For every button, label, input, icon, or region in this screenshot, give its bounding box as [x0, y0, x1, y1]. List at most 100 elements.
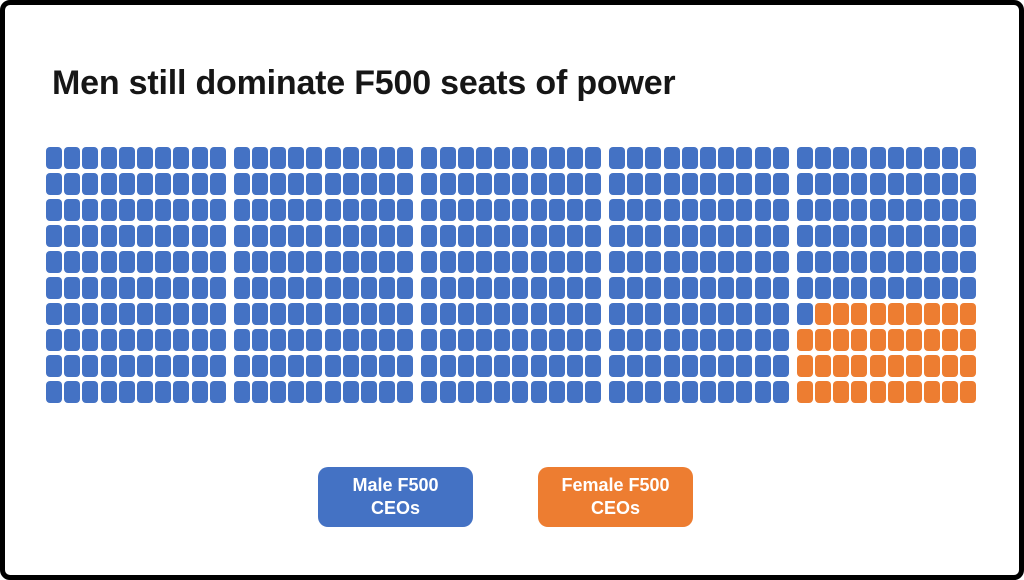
male-ceo-unit — [46, 277, 62, 299]
male-ceo-unit — [512, 147, 529, 169]
male-ceo-unit — [251, 173, 268, 195]
female-ceo-unit — [833, 355, 850, 377]
male-ceo-unit — [645, 173, 662, 195]
male-ceo-unit — [494, 147, 511, 169]
male-ceo-unit — [772, 173, 789, 195]
male-ceo-unit — [512, 173, 529, 195]
female-ceo-unit — [942, 381, 959, 403]
male-ceo-unit — [100, 381, 117, 403]
male-ceo-unit — [288, 251, 305, 273]
male-ceo-unit — [772, 355, 789, 377]
female-ceo-unit — [851, 329, 868, 351]
male-ceo-unit — [100, 329, 117, 351]
male-ceo-unit — [457, 381, 474, 403]
male-ceo-unit — [251, 277, 268, 299]
male-ceo-unit — [306, 147, 323, 169]
male-ceo-unit — [754, 199, 771, 221]
male-ceo-unit — [288, 225, 305, 247]
male-ceo-unit — [814, 277, 831, 299]
male-ceo-unit — [191, 147, 208, 169]
male-ceo-unit — [772, 251, 789, 273]
male-ceo-unit — [796, 173, 813, 195]
male-ceo-unit — [814, 225, 831, 247]
male-ceo-unit — [306, 277, 323, 299]
male-ceo-unit — [421, 173, 438, 195]
male-ceo-unit — [548, 199, 565, 221]
male-ceo-unit — [233, 225, 250, 247]
female-ceo-unit — [869, 329, 886, 351]
male-ceo-unit — [421, 199, 438, 221]
male-ceo-unit — [251, 251, 268, 273]
female-ceo-unit — [833, 303, 850, 325]
female-ceo-unit — [851, 355, 868, 377]
male-ceo-unit — [627, 381, 644, 403]
male-ceo-unit — [700, 225, 716, 247]
male-ceo-unit — [796, 147, 813, 169]
male-ceo-unit — [64, 277, 81, 299]
male-ceo-unit — [439, 355, 456, 377]
male-ceo-unit — [324, 199, 341, 221]
male-ceo-unit — [681, 381, 698, 403]
male-ceo-unit — [494, 277, 511, 299]
male-ceo-unit — [494, 355, 511, 377]
male-ceo-unit — [494, 199, 511, 221]
male-ceo-unit — [397, 251, 414, 273]
male-ceo-unit — [681, 303, 698, 325]
male-ceo-unit — [457, 303, 474, 325]
male-ceo-unit — [700, 303, 716, 325]
female-ceo-unit — [814, 381, 831, 403]
male-ceo-unit — [645, 251, 662, 273]
male-ceo-unit — [475, 355, 492, 377]
male-ceo-unit — [46, 251, 62, 273]
male-ceo-unit — [663, 303, 680, 325]
male-ceo-unit — [905, 173, 922, 195]
male-ceo-unit — [361, 329, 377, 351]
male-ceo-unit — [191, 199, 208, 221]
male-ceo-unit — [512, 381, 529, 403]
male-ceo-unit — [379, 329, 396, 351]
male-ceo-unit — [46, 303, 62, 325]
male-ceo-unit — [100, 277, 117, 299]
male-ceo-unit — [851, 173, 868, 195]
male-ceo-unit — [270, 381, 287, 403]
female-ceo-unit — [796, 329, 813, 351]
male-ceo-unit — [118, 147, 135, 169]
male-ceo-unit — [46, 381, 62, 403]
male-ceo-unit — [397, 173, 414, 195]
male-ceo-unit — [209, 147, 226, 169]
male-ceo-unit — [494, 173, 511, 195]
legend-female-button[interactable]: Female F500 CEOs — [538, 467, 693, 527]
male-ceo-unit — [46, 225, 62, 247]
male-ceo-unit — [887, 277, 904, 299]
male-ceo-unit — [548, 355, 565, 377]
male-ceo-unit — [457, 329, 474, 351]
female-ceo-unit — [833, 329, 850, 351]
male-ceo-unit — [512, 225, 529, 247]
male-ceo-unit — [233, 355, 250, 377]
legend-male-button[interactable]: Male F500 CEOs — [318, 467, 473, 527]
female-ceo-unit — [869, 381, 886, 403]
female-ceo-unit — [814, 303, 831, 325]
male-ceo-unit — [960, 277, 977, 299]
male-ceo-unit — [681, 251, 698, 273]
male-ceo-unit — [754, 251, 771, 273]
male-ceo-unit — [324, 381, 341, 403]
male-ceo-unit — [64, 355, 81, 377]
male-ceo-unit — [512, 303, 529, 325]
male-ceo-unit — [663, 251, 680, 273]
male-ceo-unit — [530, 355, 547, 377]
male-ceo-unit — [136, 173, 153, 195]
female-ceo-unit — [905, 329, 922, 351]
male-ceo-unit — [796, 277, 813, 299]
male-ceo-unit — [887, 147, 904, 169]
male-ceo-unit — [645, 277, 662, 299]
male-ceo-unit — [64, 147, 81, 169]
male-ceo-unit — [718, 277, 735, 299]
male-ceo-unit — [173, 381, 190, 403]
male-ceo-unit — [306, 251, 323, 273]
female-ceo-unit — [887, 381, 904, 403]
male-ceo-unit — [609, 225, 626, 247]
male-ceo-unit — [869, 251, 886, 273]
male-ceo-unit — [663, 199, 680, 221]
male-ceo-unit — [209, 277, 226, 299]
